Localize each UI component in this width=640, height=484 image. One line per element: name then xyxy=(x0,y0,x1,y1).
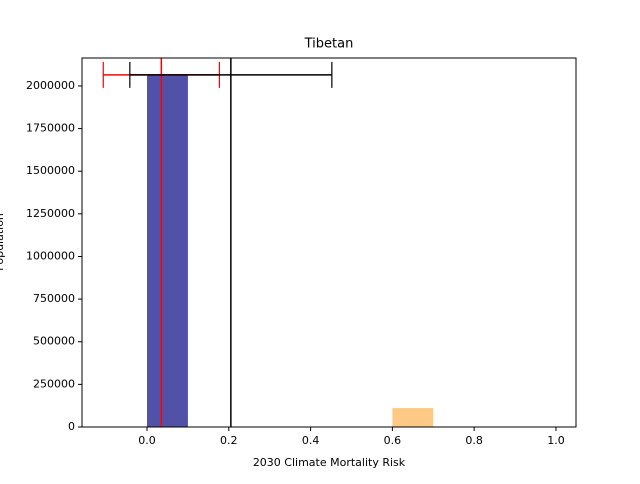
x-tick-label: 0.2 xyxy=(220,434,238,447)
y-tick-label: 250000 xyxy=(33,377,75,390)
y-tick-label: 1000000 xyxy=(26,249,75,262)
y-tick-label: 2000000 xyxy=(26,79,75,92)
x-axis-label: 2030 Climate Mortality Risk xyxy=(253,456,406,469)
chart-title: Tibetan xyxy=(304,37,354,52)
bar xyxy=(392,408,433,427)
y-tick-label: 0 xyxy=(68,420,75,433)
x-tick-label: 0.4 xyxy=(302,434,320,447)
y-tick-label: 1500000 xyxy=(26,164,75,177)
y-tick-label: 750000 xyxy=(33,292,75,305)
y-axis-label: Population xyxy=(0,213,6,271)
x-tick-label: 0.8 xyxy=(465,434,483,447)
y-tick-label: 1750000 xyxy=(26,122,75,135)
x-tick-label: 1.0 xyxy=(547,434,565,447)
x-tick-label: 0.6 xyxy=(384,434,402,447)
y-tick-label: 1250000 xyxy=(26,207,75,220)
y-tick-label: 500000 xyxy=(33,335,75,348)
bar xyxy=(147,75,188,427)
x-tick-label: 0.0 xyxy=(138,434,156,447)
